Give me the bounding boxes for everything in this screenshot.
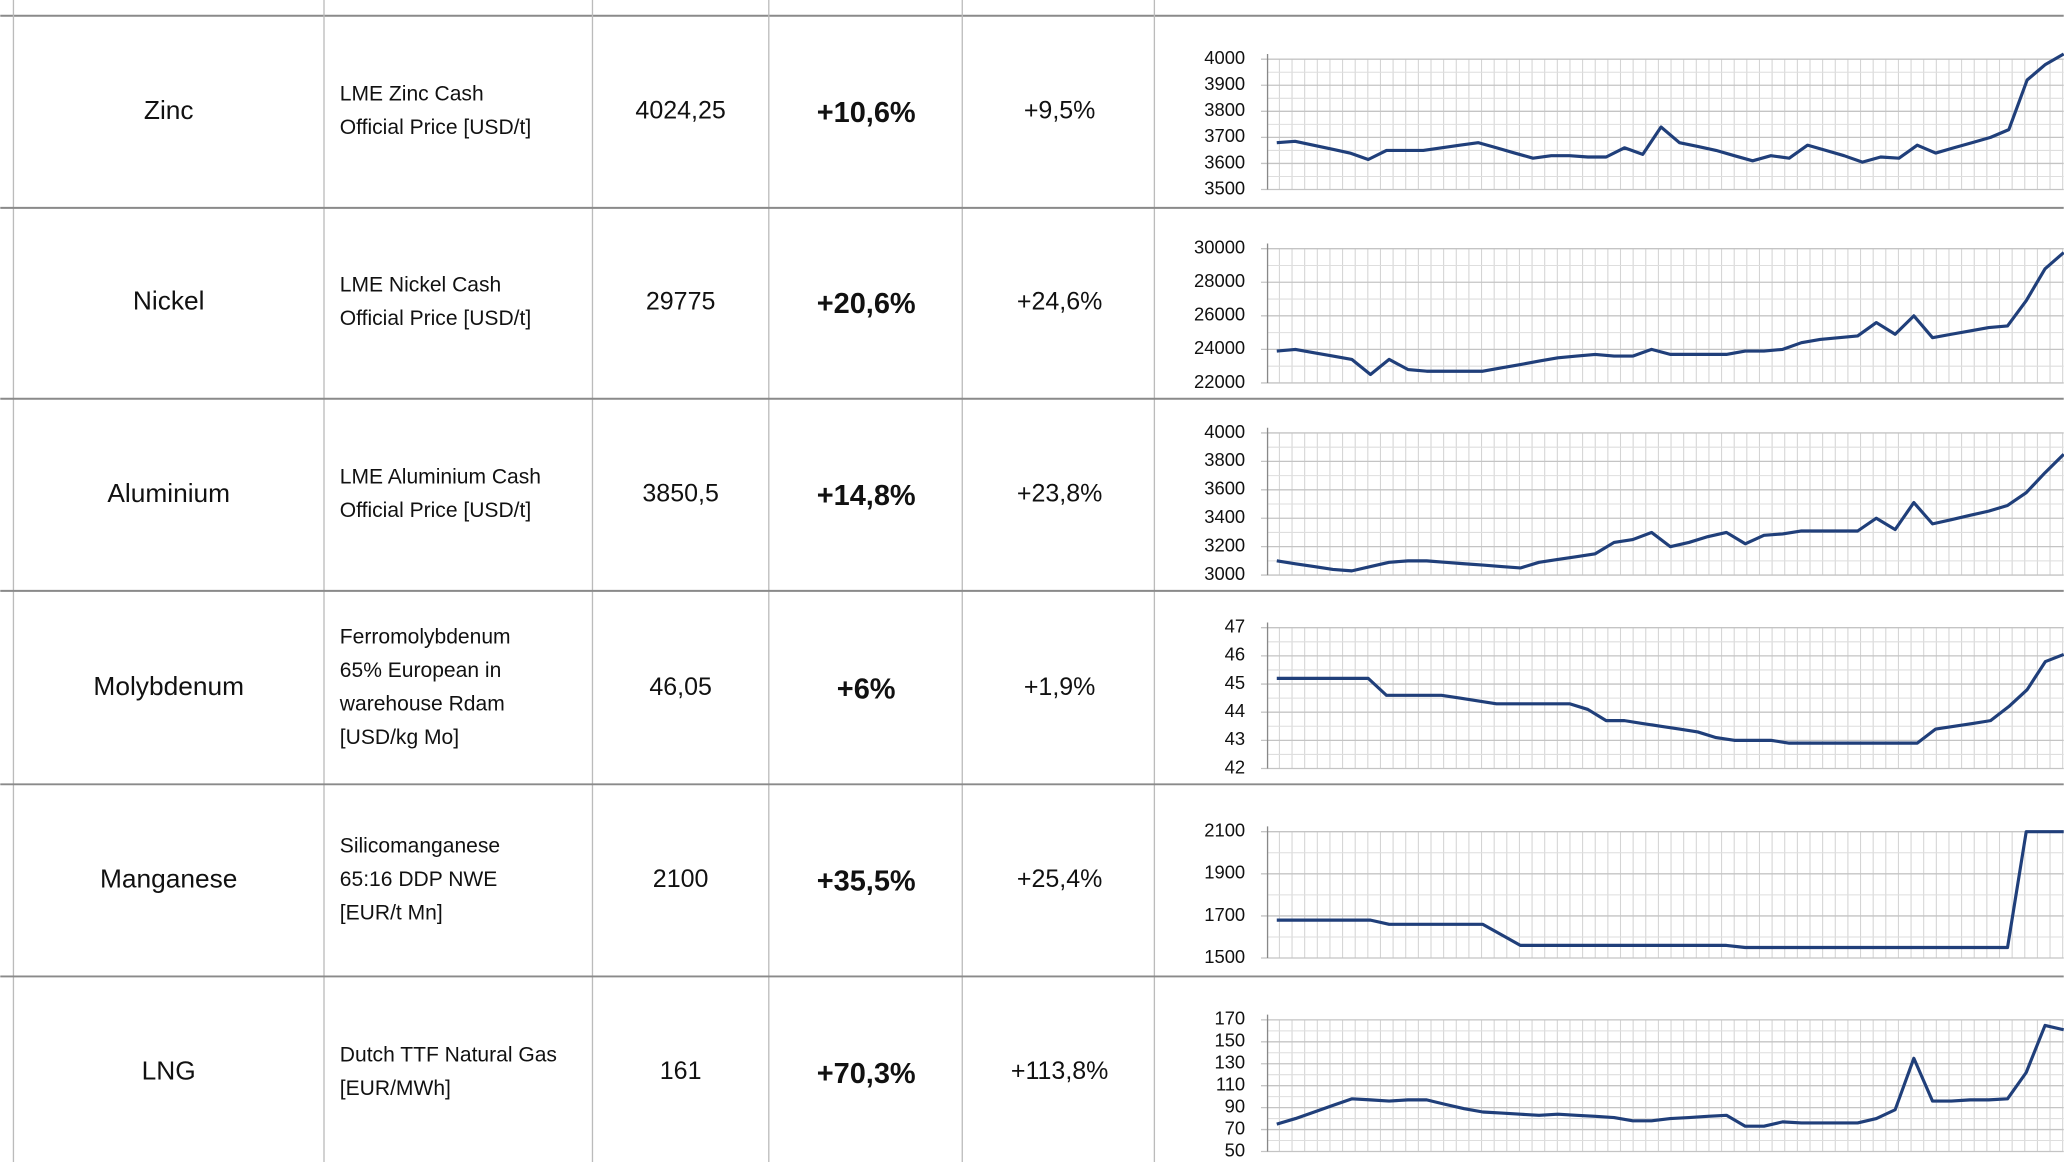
change: +14,8% xyxy=(817,480,916,512)
description: [USD/kg Mo] xyxy=(340,726,459,749)
description: warehouse Rdam xyxy=(339,693,505,716)
y-tick-label: 2100 xyxy=(1204,820,1245,841)
y-tick-label: 24000 xyxy=(1194,337,1245,358)
price: 46,05 xyxy=(649,673,712,701)
description: [EUR/t Mn] xyxy=(340,902,443,925)
description: Silicomanganese xyxy=(340,834,500,857)
description: 65% European in xyxy=(340,659,501,682)
change-2: +24,6% xyxy=(1017,287,1103,315)
change: +20,6% xyxy=(817,288,916,320)
description: LME Aluminium Cash xyxy=(340,466,541,489)
price-line xyxy=(1276,1023,2064,1128)
price: 161 xyxy=(660,1057,702,1085)
change: +10,6% xyxy=(817,97,916,129)
change: +6% xyxy=(837,674,896,706)
price-line xyxy=(1276,52,2064,164)
y-tick-label: 1900 xyxy=(1204,862,1245,883)
y-tick-label: 44 xyxy=(1225,700,1245,721)
y-tick-label: 150 xyxy=(1214,1030,1245,1051)
y-tick-label: 3700 xyxy=(1204,125,1245,146)
y-tick-label: 3400 xyxy=(1204,506,1245,527)
y-tick-label: 28000 xyxy=(1194,270,1245,291)
metal-name: Manganese xyxy=(100,863,237,893)
y-tick-label: 3900 xyxy=(1204,73,1245,94)
description: Ferromolybdenum xyxy=(340,625,511,648)
metal-name: Aluminium xyxy=(107,478,230,508)
metal-name: Zinc xyxy=(144,95,194,125)
y-tick-label: 42 xyxy=(1225,756,1245,777)
y-tick-label: 130 xyxy=(1214,1052,1245,1073)
change-2: +1,9% xyxy=(1024,673,1096,701)
y-tick-label: 1500 xyxy=(1204,946,1245,967)
y-tick-label: 43 xyxy=(1225,728,1245,749)
price: 3850,5 xyxy=(642,479,718,507)
y-tick-label: 3200 xyxy=(1204,535,1245,556)
price-line xyxy=(1276,830,2064,950)
y-tick-label: 46 xyxy=(1225,644,1245,665)
change: +35,5% xyxy=(817,866,916,898)
change-2: +9,5% xyxy=(1024,96,1096,124)
description: 65:16 DDP NWE xyxy=(340,868,498,891)
y-tick-label: 50 xyxy=(1225,1139,1245,1160)
description: Official Price [USD/t] xyxy=(340,116,531,139)
price: 2100 xyxy=(653,865,709,893)
change: +70,3% xyxy=(817,1058,916,1090)
metal-name: Nickel xyxy=(133,286,205,316)
y-tick-label: 30000 xyxy=(1194,237,1245,258)
y-tick-label: 26000 xyxy=(1194,304,1245,325)
price-line xyxy=(1276,652,2064,745)
y-tick-label: 3500 xyxy=(1204,177,1245,198)
price: 29775 xyxy=(646,287,716,315)
y-tick-label: 1700 xyxy=(1204,904,1245,925)
y-tick-label: 110 xyxy=(1216,1074,1245,1095)
description: Official Price [USD/t] xyxy=(340,499,531,522)
y-tick-label: 4000 xyxy=(1204,421,1245,442)
change-2: +113,8% xyxy=(1011,1057,1109,1085)
y-tick-label: 3600 xyxy=(1204,151,1245,172)
y-tick-label: 4000 xyxy=(1204,47,1245,68)
change-2: +23,8% xyxy=(1017,479,1103,507)
description: LME Nickel Cash xyxy=(340,273,501,296)
y-tick-label: 22000 xyxy=(1194,371,1245,392)
y-tick-label: 47 xyxy=(1225,616,1245,637)
price-line xyxy=(1276,251,2064,377)
y-tick-label: 3800 xyxy=(1204,99,1245,120)
y-tick-label: 70 xyxy=(1225,1117,1245,1138)
description: Official Price [USD/t] xyxy=(340,307,531,330)
y-tick-label: 45 xyxy=(1225,672,1245,693)
metal-name: LNG xyxy=(142,1055,196,1085)
description: [EUR/MWh] xyxy=(340,1077,451,1100)
change-2: +25,4% xyxy=(1017,865,1103,893)
y-tick-label: 90 xyxy=(1225,1095,1245,1116)
price: 4024,25 xyxy=(635,96,725,124)
metal-name: Molybdenum xyxy=(93,671,244,701)
y-tick-label: 170 xyxy=(1214,1008,1245,1029)
price-line xyxy=(1276,453,2064,573)
description: LME Zinc Cash xyxy=(340,83,484,106)
y-tick-label: 3600 xyxy=(1204,478,1245,499)
y-tick-label: 3800 xyxy=(1204,449,1245,470)
y-tick-label: 3000 xyxy=(1204,563,1245,584)
description: Dutch TTF Natural Gas xyxy=(340,1043,557,1066)
